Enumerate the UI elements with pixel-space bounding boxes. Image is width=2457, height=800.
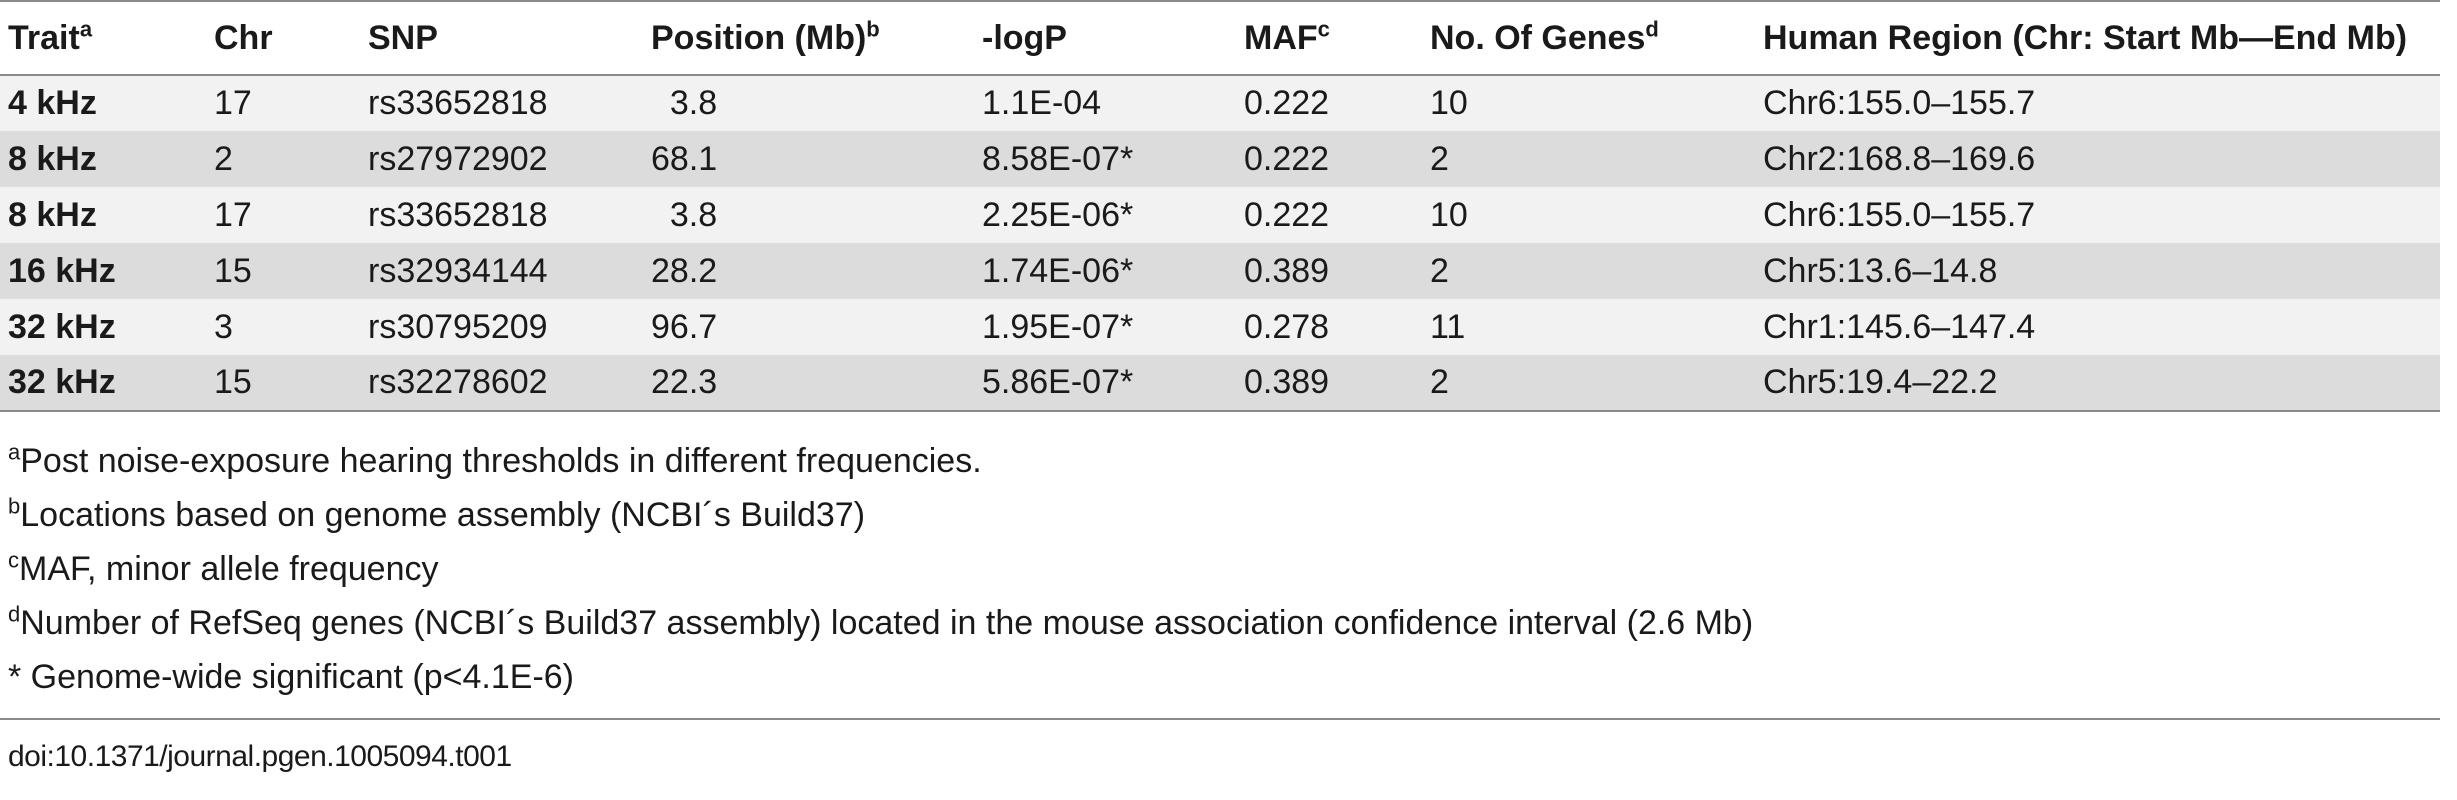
table-figure: Traita Chr SNP Position (Mb)b -logP MAFc… [0, 0, 2440, 773]
cell-snp: rs30795209 [368, 307, 548, 346]
cell-trait: 16 kHz [8, 251, 116, 290]
cell-logp: 1.1E-04 [982, 84, 1102, 122]
cell-human-region: Chr5:13.6–14.8 [1763, 251, 1998, 290]
cell-trait: 8 kHz [8, 139, 97, 178]
cell-num-genes: 2 [1430, 139, 1449, 178]
cell-chr: 15 [214, 251, 252, 290]
header-human-region: Human Region (Chr: Start Mb—End Mb) [1755, 0, 2440, 76]
cell-chr: 2 [214, 139, 233, 178]
cell-position: 68.1 [651, 139, 718, 178]
footnotes: aPost noise-exposure hearing thresholds … [0, 434, 2440, 704]
table-row: 32 kHz 15 rs32278602 22.3 5.86E-07* 0.38… [0, 355, 2440, 412]
cell-trait: 32 kHz [0, 355, 206, 412]
cell-snp: rs27972902 [368, 139, 548, 178]
cell-num-genes: 2 [1422, 355, 1755, 412]
cell-position: 22.3 [643, 355, 974, 412]
cell-num-genes: 10 [1430, 195, 1468, 234]
cell-position: 3.8 [651, 84, 718, 122]
header-snp: SNP [360, 0, 643, 76]
cell-position: 96.7 [651, 307, 718, 346]
cell-snp: rs33652818 [368, 84, 548, 122]
cell-logp: 1.74E-06* [982, 251, 1134, 290]
cell-num-genes: 10 [1430, 84, 1468, 122]
cell-chr: 15 [206, 355, 360, 412]
association-table: Traita Chr SNP Position (Mb)b -logP MAFc… [0, 0, 2440, 412]
cell-position: 3.8 [651, 195, 718, 234]
footnote-c: cMAF, minor allele frequency [8, 547, 439, 588]
cell-maf: 0.389 [1236, 355, 1422, 412]
header-trait: Traita [0, 0, 206, 76]
header-chr: Chr [206, 0, 360, 76]
cell-num-genes: 11 [1430, 307, 1466, 346]
cell-maf: 0.222 [1244, 84, 1330, 122]
table-row: 8 kHz 17 rs33652818 3.8 2.25E-06* 0.222 … [0, 187, 2440, 243]
cell-trait: 32 kHz [8, 307, 116, 346]
cell-position: 28.2 [651, 251, 718, 290]
cell-human-region: Chr5:19.4–22.2 [1755, 355, 2440, 412]
cell-maf: 0.222 [1244, 195, 1330, 234]
header-maf: MAFc [1236, 0, 1422, 76]
header-num-genes: No. Of Genesd [1422, 0, 1755, 76]
cell-logp: 2.25E-06* [982, 195, 1134, 234]
table-row: 8 kHz 2 rs27972902 68.1 8.58E-07* 0.222 … [0, 131, 2440, 187]
header-position: Position (Mb)b [643, 0, 974, 76]
cell-maf: 0.278 [1244, 307, 1330, 346]
cell-human-region: Chr1:145.6–147.4 [1763, 307, 2036, 346]
header-logp: -logP [974, 0, 1236, 76]
cell-snp: rs32278602 [360, 355, 643, 412]
divider [0, 718, 2440, 720]
footnote-b: bLocations based on genome assembly (NCB… [8, 493, 866, 534]
header-row: Traita Chr SNP Position (Mb)b -logP MAFc… [0, 0, 2440, 76]
cell-chr: 17 [214, 195, 252, 234]
cell-snp: rs32934144 [368, 251, 548, 290]
cell-maf: 0.389 [1244, 251, 1330, 290]
cell-human-region: Chr6:155.0–155.7 [1763, 84, 2036, 122]
cell-chr: 17 [214, 84, 252, 122]
cell-logp: 8.58E-07* [982, 139, 1134, 178]
cell-human-region: Chr2:168.8–169.6 [1763, 139, 2036, 178]
table-row: 4 kHz 17 rs33652818 3.8 1.1E-04 0.222 10… [0, 75, 2440, 131]
cell-trait: 8 kHz [8, 195, 97, 234]
cell-maf: 0.222 [1244, 139, 1330, 178]
cell-logp: 5.86E-07* [974, 355, 1236, 412]
doi-label: doi:10.1371/journal.pgen.1005094.t001 [8, 740, 512, 773]
cell-num-genes: 2 [1430, 251, 1449, 290]
cell-chr: 3 [214, 307, 233, 346]
cell-human-region: Chr6:155.0–155.7 [1763, 195, 2036, 234]
cell-snp: rs33652818 [368, 195, 548, 234]
footnote-significance: * Genome-wide significant (p<4.1E-6) [8, 658, 574, 696]
cell-trait: 4 kHz [8, 84, 97, 122]
cell-logp: 1.95E-07* [982, 307, 1134, 346]
footnote-a: aPost noise-exposure hearing thresholds … [8, 439, 982, 480]
footnote-d: dNumber of RefSeq genes (NCBI´s Build37 … [8, 601, 1754, 642]
table-row: 32 kHz 3 rs30795209 96.7 1.95E-07* 0.278… [0, 299, 2440, 355]
table-row: 16 kHz 15 rs32934144 28.2 1.74E-06* 0.38… [0, 243, 2440, 299]
